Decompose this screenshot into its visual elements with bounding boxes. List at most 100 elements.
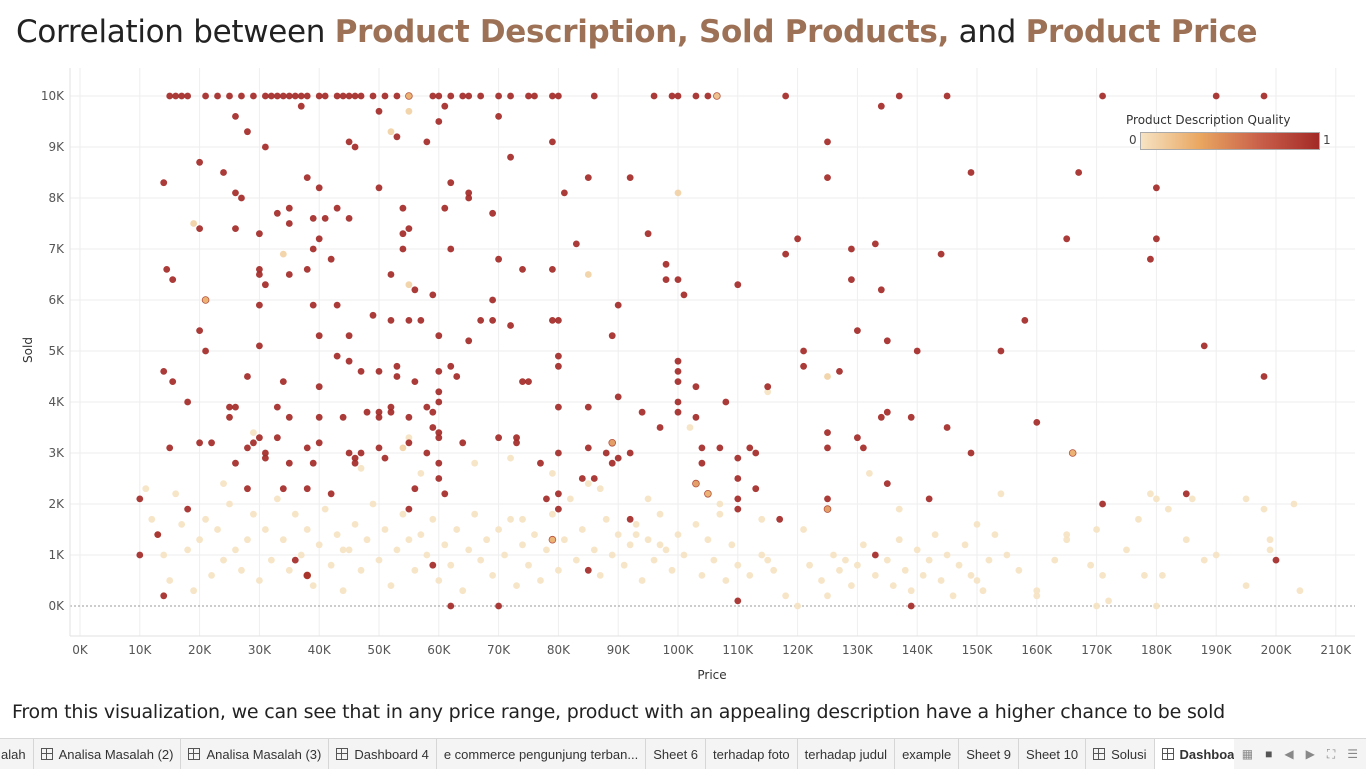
scatter-point[interactable] — [232, 459, 239, 467]
scatter-point[interactable] — [351, 521, 359, 528]
scatter-point[interactable] — [315, 235, 323, 243]
scatter-point[interactable] — [889, 582, 897, 589]
scatter-point[interactable] — [399, 245, 407, 253]
scatter-point[interactable] — [602, 515, 610, 523]
scatter-point[interactable] — [584, 271, 592, 278]
scatter-point[interactable] — [1212, 92, 1220, 100]
scatter-point[interactable] — [381, 92, 389, 100]
scatter-point[interactable] — [238, 566, 245, 574]
scatter-point[interactable] — [883, 556, 891, 564]
scatter-point[interactable] — [806, 561, 813, 569]
scatter-point[interactable] — [441, 102, 449, 110]
scatter-point[interactable] — [429, 408, 437, 416]
scatter-point[interactable] — [1099, 92, 1106, 100]
scatter-point[interactable] — [250, 510, 257, 518]
scatter-point[interactable] — [1123, 546, 1130, 554]
scatter-point[interactable] — [836, 566, 843, 574]
scatter-point[interactable] — [704, 536, 712, 544]
scatter-point[interactable] — [357, 92, 365, 100]
scatter-point[interactable] — [1153, 602, 1160, 610]
scatter-point[interactable] — [489, 296, 497, 304]
scatter-point[interactable] — [465, 337, 473, 345]
scatter-point[interactable] — [854, 561, 861, 569]
scatter-point[interactable] — [644, 536, 652, 544]
scatter-point[interactable] — [315, 332, 323, 340]
scatter-point[interactable] — [907, 602, 915, 610]
scatter-point[interactable] — [309, 582, 317, 589]
scatter-point[interactable] — [477, 92, 485, 100]
scatter-point[interactable] — [471, 459, 479, 467]
sheet-tab[interactable]: Solusi — [1086, 739, 1155, 769]
scatter-point[interactable] — [435, 118, 443, 125]
scatter-point[interactable] — [417, 531, 425, 538]
scatter-point[interactable] — [549, 317, 556, 324]
scatter-point[interactable] — [357, 449, 365, 457]
scatter-point[interactable] — [770, 566, 778, 574]
scatter-point[interactable] — [429, 424, 437, 431]
scatter-point[interactable] — [943, 551, 951, 559]
scatter-point[interactable] — [1266, 546, 1274, 554]
scatter-point[interactable] — [435, 577, 443, 584]
scatter-point[interactable] — [560, 536, 568, 544]
scatter-point[interactable] — [345, 449, 353, 457]
scatter-point[interactable] — [1242, 582, 1250, 589]
scatter-point[interactable] — [525, 561, 532, 569]
scatter-point[interactable] — [256, 301, 263, 309]
scatter-point[interactable] — [208, 439, 215, 447]
scatter-point[interactable] — [614, 301, 622, 309]
scatter-point[interactable] — [291, 92, 299, 100]
scatter-point[interactable] — [674, 189, 682, 197]
scatter-point[interactable] — [250, 429, 257, 436]
scatter-point[interactable] — [549, 266, 556, 273]
scatter-point[interactable] — [555, 449, 562, 457]
scatter-point[interactable] — [692, 521, 700, 528]
scatter-point[interactable] — [549, 510, 556, 518]
scatter-point[interactable] — [776, 515, 784, 523]
scatter-point[interactable] — [393, 92, 401, 100]
scatter-point[interactable] — [297, 92, 305, 100]
scatter-point[interactable] — [584, 444, 592, 452]
scatter-point[interactable] — [256, 271, 263, 278]
scatter-point[interactable] — [232, 225, 239, 233]
scatter-point[interactable] — [285, 566, 293, 574]
scatter-point[interactable] — [746, 444, 754, 452]
scatter-point[interactable] — [525, 378, 532, 385]
scatter-point[interactable] — [913, 347, 921, 355]
scatter-point[interactable] — [800, 347, 807, 355]
scatter-point[interactable] — [555, 317, 562, 324]
scatter-point[interactable] — [244, 536, 251, 544]
scatter-point[interactable] — [734, 475, 742, 482]
scatter-point[interactable] — [614, 393, 622, 401]
scatter-point[interactable] — [519, 378, 526, 385]
scatter-chart[interactable]: 0K 10K 20K 30K 40K 50K 60K 70K 80K 90K 100K 110K 120… — [0, 60, 1366, 690]
scatter-point[interactable] — [698, 459, 706, 467]
scatter-point[interactable] — [477, 317, 485, 324]
scatter-point[interactable] — [459, 92, 467, 100]
scatter-point[interactable] — [256, 230, 263, 238]
scatter-point[interactable] — [441, 490, 449, 498]
scatter-point[interactable] — [375, 444, 383, 452]
scatter-point[interactable] — [1182, 490, 1190, 498]
scatter-point[interactable] — [357, 368, 365, 375]
scatter-point[interactable] — [955, 561, 963, 569]
scatter-point[interactable] — [973, 521, 981, 528]
scatter-point[interactable] — [555, 92, 562, 100]
scatter-point[interactable] — [178, 92, 186, 100]
scatter-point[interactable] — [1158, 572, 1166, 579]
scatter-point[interactable] — [399, 510, 407, 518]
scatter-point[interactable] — [967, 449, 975, 457]
scatter-point[interactable] — [985, 556, 993, 564]
scatter-point[interactable] — [608, 459, 616, 467]
scatter-point[interactable] — [626, 541, 634, 549]
scatter-point[interactable] — [447, 362, 455, 370]
scatter-point[interactable] — [495, 92, 502, 100]
scatter-point[interactable] — [818, 577, 825, 584]
scatter-point[interactable] — [351, 92, 359, 100]
scatter-point[interactable] — [572, 556, 580, 564]
scatter-point[interactable] — [1093, 602, 1100, 610]
scatter-point[interactable] — [638, 408, 646, 416]
scatter-point[interactable] — [961, 541, 969, 549]
scatter-point[interactable] — [919, 572, 927, 579]
scatter-point[interactable] — [172, 490, 180, 498]
scatter-point[interactable] — [895, 536, 903, 544]
